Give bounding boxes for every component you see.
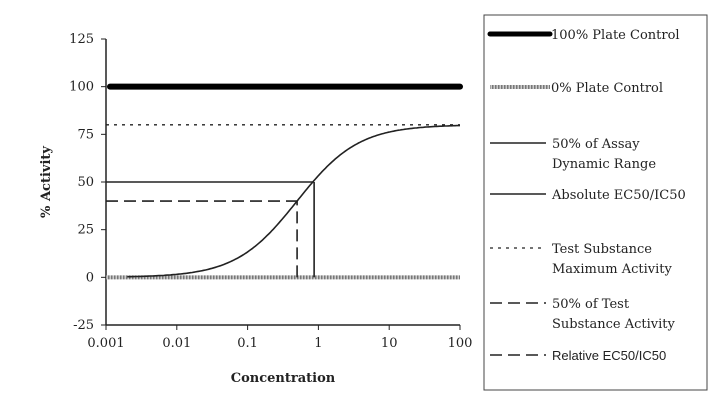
y-tick-label: 125: [69, 32, 94, 47]
x-tick-label: 0.01: [162, 336, 191, 351]
legend-label: 0% Plate Control: [551, 81, 663, 96]
x-tick-label: 10: [381, 336, 398, 351]
legend-item: 0% Plate Control: [490, 81, 663, 96]
legend-label: Dynamic Range: [552, 157, 656, 172]
legend-item: 50% of Assay Dynamic Range: [490, 137, 656, 172]
y-axis-label: % Activity: [39, 146, 54, 218]
legend-label: Relative EC50/IC50: [552, 348, 666, 363]
legend-label: 100% Plate Control: [551, 28, 680, 43]
legend-box: [483, 14, 708, 391]
x-tick-label: 1: [314, 336, 322, 351]
legend-item: 100% Plate Control: [487, 28, 680, 43]
legend-label: Test Substance: [552, 242, 652, 257]
y-tick-label: -25: [73, 318, 94, 333]
y-tick-label: 75: [77, 127, 94, 142]
legend-label: 50% of Test: [552, 297, 630, 312]
x-tick-label: 0.001: [87, 336, 124, 351]
y-tick-label: 50: [77, 175, 94, 190]
legend-label: Substance Activity: [552, 317, 676, 332]
x-axis-label: Concentration: [231, 371, 336, 386]
y-tick-label: 0: [86, 270, 94, 285]
legend-label: Absolute EC50/IC50: [551, 188, 686, 203]
x-tick-label: 0.1: [237, 336, 258, 351]
legend: 100% Plate Control 0% Plate Control 50% of…: [487, 28, 686, 363]
legend-label: Maximum Activity: [552, 262, 672, 277]
x-tick-label: 100: [448, 336, 473, 351]
y-tick-label: 25: [77, 223, 94, 238]
legend-label: 50% of Assay: [552, 137, 640, 152]
dose-response-curve: [127, 124, 460, 278]
legend-item: Absolute EC50/IC50: [490, 188, 686, 203]
legend-item: Test Substance Maximum Activity: [490, 242, 672, 277]
legend-item: 50% of Test Substance Activity: [490, 297, 676, 332]
y-tick-label: 100: [69, 80, 94, 95]
legend-item: Relative EC50/IC50: [490, 348, 666, 363]
